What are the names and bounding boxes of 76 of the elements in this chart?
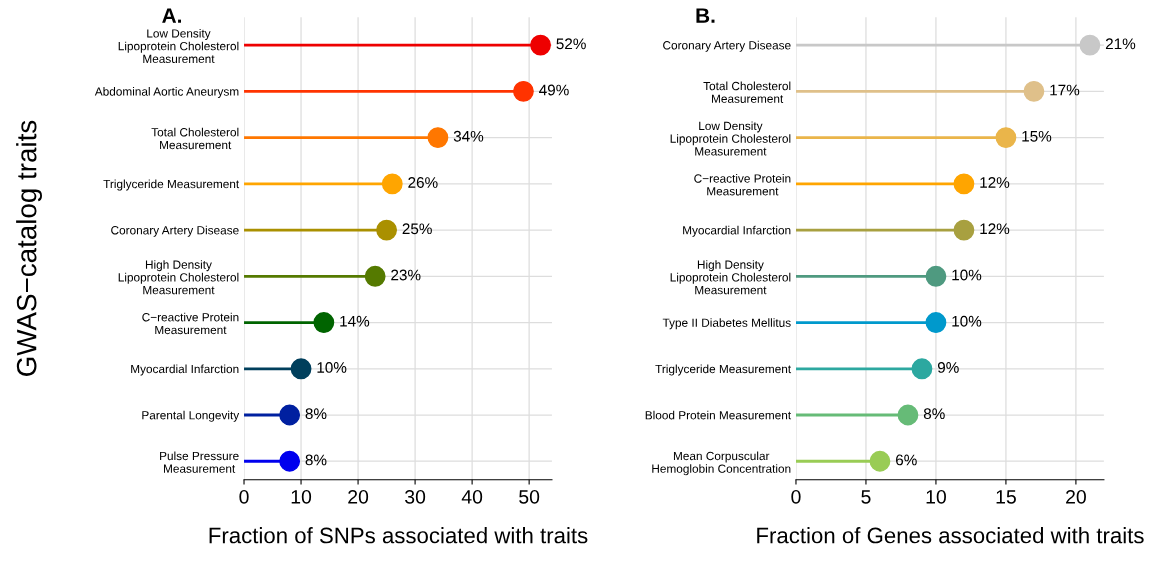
data-label: 17%	[1050, 84, 1080, 96]
point	[376, 219, 397, 241]
point	[953, 173, 975, 195]
data-label: 12%	[980, 177, 1010, 188]
data-label: 10%	[317, 362, 347, 373]
point	[290, 358, 312, 380]
point	[897, 404, 919, 426]
y-tick-label: Triglyceride Measurement	[103, 179, 240, 191]
x-tick-label: 0	[791, 489, 801, 504]
y-tick-label: Pulse Pressure Measurement	[160, 451, 239, 473]
y-tick-label: Mean Corpuscular Hemoglobin Concentration	[652, 451, 791, 476]
data-label: 23%	[391, 269, 421, 281]
y-tick-label: Low Density Lipoprotein Cholesterol Measurement	[118, 28, 239, 64]
point	[279, 404, 301, 426]
x-tick-label: 0	[239, 489, 249, 504]
data-label: 6%	[896, 454, 917, 466]
data-label: 49%	[539, 84, 569, 96]
chart-title: B.	[696, 8, 715, 23]
y-tick-label: Myocardial Infarction	[131, 364, 239, 376]
x-tick-label: 15	[996, 490, 1016, 504]
y-tick-label: Parental Longevity	[142, 410, 240, 422]
y-tick-label: Myocardial Infarction	[683, 225, 791, 237]
data-label: 14%	[340, 315, 370, 327]
data-label: 15%	[1022, 130, 1052, 142]
y-tick-label: Low Density Lipoprotein Cholesterol Measurement	[670, 121, 791, 156]
point	[1023, 80, 1045, 102]
x-tick-label: 10	[926, 489, 946, 504]
y-tick-label: C−reactive Protein Measurement	[142, 312, 239, 335]
data-label: 9%	[937, 362, 959, 373]
point	[530, 34, 551, 56]
x-tick-label: 30	[405, 489, 426, 504]
data-label: 12%	[980, 223, 1010, 235]
data-label: 21%	[1105, 38, 1136, 50]
point	[925, 265, 947, 287]
data-label: 8%	[923, 408, 945, 420]
chart-title: A.	[162, 8, 181, 23]
point	[1079, 34, 1101, 56]
y-tick-label: High Density Lipoprotein Cholesterol Measurement	[670, 260, 791, 295]
x-tick-label: 10	[291, 489, 312, 504]
point	[995, 127, 1017, 148]
data-label: 26%	[408, 177, 438, 188]
x-axis-title: Fraction of SNPs associated with traits	[209, 527, 588, 544]
y-tick-label: C−reactive Protein Measurement	[694, 174, 791, 196]
y-tick-label: Blood Protein Measurement	[645, 410, 792, 420]
point	[513, 80, 534, 102]
x-tick-label: 5	[861, 490, 871, 504]
x-tick-label: 20	[348, 489, 369, 504]
x-axis-title: Fraction of Genes associated with traits	[757, 527, 1144, 544]
y-tick-label: High Density Lipoprotein Cholesterol Measurement	[118, 260, 239, 295]
point	[427, 127, 449, 148]
x-tick-label: 20	[1066, 489, 1086, 504]
x-tick-label: 50	[519, 489, 540, 504]
y-tick-label: Triglyceride Measurement	[655, 364, 792, 376]
x-tick-label: 40	[461, 489, 483, 504]
point	[364, 265, 386, 287]
data-label: 25%	[402, 223, 432, 235]
data-label: 10%	[952, 315, 982, 327]
data-label: 8%	[305, 408, 327, 420]
point	[381, 173, 403, 195]
y-tick-label: Abdominal Aortic Aneurysm	[94, 87, 239, 99]
point	[925, 312, 947, 333]
y-tick-label: Total Cholesterol Measurement	[151, 127, 239, 150]
y-tick-label: Coronary Artery Disease	[111, 225, 239, 237]
data-label: 34%	[453, 130, 484, 142]
point	[279, 450, 301, 472]
data-label: 52%	[556, 38, 586, 50]
y-tick-label: Coronary Artery Disease	[663, 40, 791, 52]
point	[911, 358, 933, 380]
data-label: 8%	[305, 454, 327, 466]
y-tick-label: Total Cholesterol Measurement	[703, 81, 791, 103]
y-axis-title: GWAS−catalog traits	[16, 120, 42, 376]
point	[953, 219, 975, 241]
point	[313, 312, 335, 333]
point	[869, 450, 891, 472]
data-label: 10%	[952, 269, 982, 281]
y-tick-label: Type II Diabetes Mellitus	[662, 318, 791, 330]
